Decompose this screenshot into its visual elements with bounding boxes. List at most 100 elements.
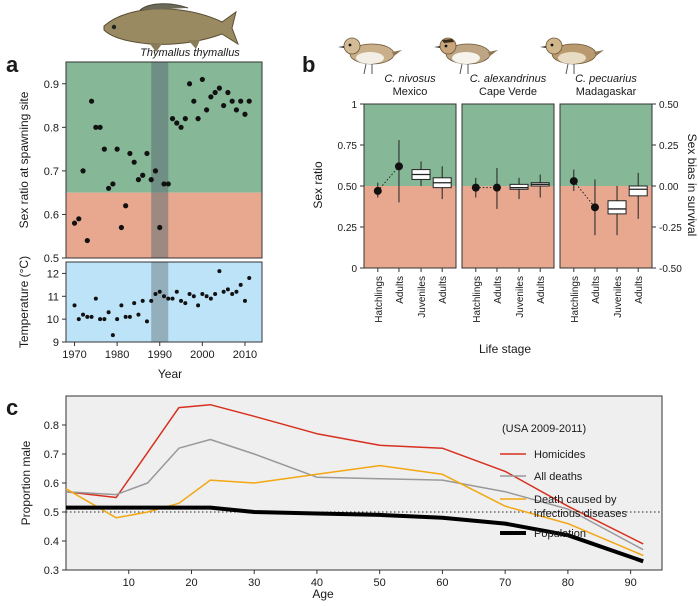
x-tick-label: 1990 — [147, 349, 171, 361]
data-point — [106, 310, 111, 315]
y-tick-label: 0.8 — [44, 122, 59, 134]
data-point — [234, 289, 239, 294]
x-tick-label: 40 — [311, 577, 323, 589]
x-tick-label: 50 — [374, 577, 386, 589]
y-tick-label: 0.8 — [44, 420, 59, 432]
x-tick-label: Adults — [395, 276, 406, 304]
y-tick-label: 0.5 — [44, 507, 59, 519]
data-point — [166, 296, 171, 301]
data-point — [89, 314, 94, 319]
panel-c: 0.3 0.4 0.5 0.6 0.7 0.8 10 20 30 40 50 60 70 80 90 Prop… — [19, 395, 663, 601]
data-point — [200, 292, 205, 296]
data-point — [144, 150, 150, 157]
data-point — [212, 89, 218, 96]
x-axis-label: Age — [312, 587, 334, 601]
data-point — [76, 216, 82, 222]
data-point — [233, 107, 240, 113]
y-right-tick-label: 0.25 — [659, 141, 679, 152]
y-axis-label: Proportion male — [19, 440, 33, 525]
plot-background — [66, 262, 262, 342]
data-point — [238, 98, 244, 104]
y-right-tick-label: 0.00 — [659, 182, 679, 193]
data-point — [204, 294, 209, 299]
data-point — [97, 124, 103, 130]
data-point — [101, 146, 107, 152]
y-tick-label: 0.5 — [44, 253, 59, 265]
sex-ratio-point — [471, 183, 480, 192]
data-point — [217, 269, 222, 274]
panel-a: Thymallus thymallus 0.5 0.6 0.7 0.8 0.9 Sex r… — [17, 3, 263, 381]
data-point — [174, 120, 180, 126]
data-point — [229, 98, 235, 104]
data-point — [72, 303, 77, 308]
y-left-tick-label: 1 — [351, 100, 357, 111]
x-tick-label: Adults — [591, 276, 602, 304]
x-tick-label: Hatchlings — [570, 276, 581, 323]
data-point — [213, 292, 218, 296]
connector-line — [573, 180, 596, 208]
species-name-grayling: Thymallus thymallus — [140, 47, 240, 59]
data-point — [118, 224, 124, 231]
data-point — [187, 292, 192, 296]
y-axis-label: Temperature (°C) — [17, 256, 31, 348]
data-point — [119, 303, 124, 308]
female-biased-zone — [364, 186, 456, 268]
data-point — [71, 220, 78, 226]
y-tick-label: 0.7 — [44, 166, 59, 178]
y-left-tick-label: 0.75 — [338, 141, 358, 152]
sex-ratio-point — [373, 186, 382, 195]
panel-b-y-right-label: Sex bias in survival — [685, 134, 698, 237]
x-tick-label: Juveniles — [613, 276, 624, 318]
x-tick-label: Adults — [634, 276, 645, 304]
x-tick-label: 30 — [248, 577, 260, 589]
female-biased-zone — [462, 186, 554, 268]
data-point — [152, 168, 159, 174]
legend-label-line-2: infectious diseases — [534, 508, 627, 520]
species-name: C. pecuarius — [575, 73, 637, 85]
x-tick-label: Hatchlings — [472, 276, 483, 323]
panel-a-x-axis-label: Year — [158, 367, 182, 381]
survival-bias-box — [607, 200, 627, 215]
data-point — [174, 289, 179, 294]
data-point — [84, 237, 90, 244]
plot-frame — [363, 103, 457, 269]
data-point — [208, 94, 214, 100]
data-point — [110, 333, 115, 338]
data-point — [132, 301, 137, 306]
x-tick-label: 2010 — [233, 349, 257, 361]
data-point — [179, 298, 184, 303]
y-right-tick-label: 0.50 — [659, 100, 679, 111]
data-point — [149, 298, 154, 303]
data-point — [148, 177, 154, 183]
grayling-fish-illustration — [103, 3, 239, 52]
data-point — [204, 107, 210, 113]
y-right-tick-label: -0.25 — [659, 223, 682, 234]
sex-ratio-point — [394, 162, 403, 171]
data-point — [246, 98, 252, 104]
sex-ratio-point — [590, 203, 599, 212]
data-point — [247, 276, 252, 280]
species-name: C. alexandrinus — [470, 73, 547, 85]
highlight-band — [151, 62, 169, 258]
data-point — [127, 150, 133, 157]
data-point — [183, 301, 188, 306]
y-axis-label: Sex ratio at spawning site — [17, 91, 31, 228]
y-tick-label: 0.3 — [44, 565, 59, 577]
data-point — [85, 314, 90, 319]
data-point — [127, 314, 132, 319]
plover-nivosus-illustration — [338, 37, 402, 75]
data-point — [221, 289, 226, 294]
x-tick-label: 90 — [625, 577, 637, 589]
y-tick-label: 11 — [48, 291, 59, 303]
data-point — [186, 81, 193, 87]
data-point — [80, 168, 86, 174]
plover-alexandrinus-illustration — [434, 37, 498, 75]
data-point — [93, 296, 98, 301]
data-point — [157, 224, 163, 231]
data-point — [196, 303, 201, 308]
legend-label-line-1: Death caused by — [534, 494, 617, 506]
data-point — [76, 317, 81, 322]
x-tick-label: Adults — [536, 276, 547, 304]
panel-b: 0 0.25 0.50 0.75 1 -0.50 -0.25 0.00 0.25 0.50 C. n… — [311, 37, 698, 356]
